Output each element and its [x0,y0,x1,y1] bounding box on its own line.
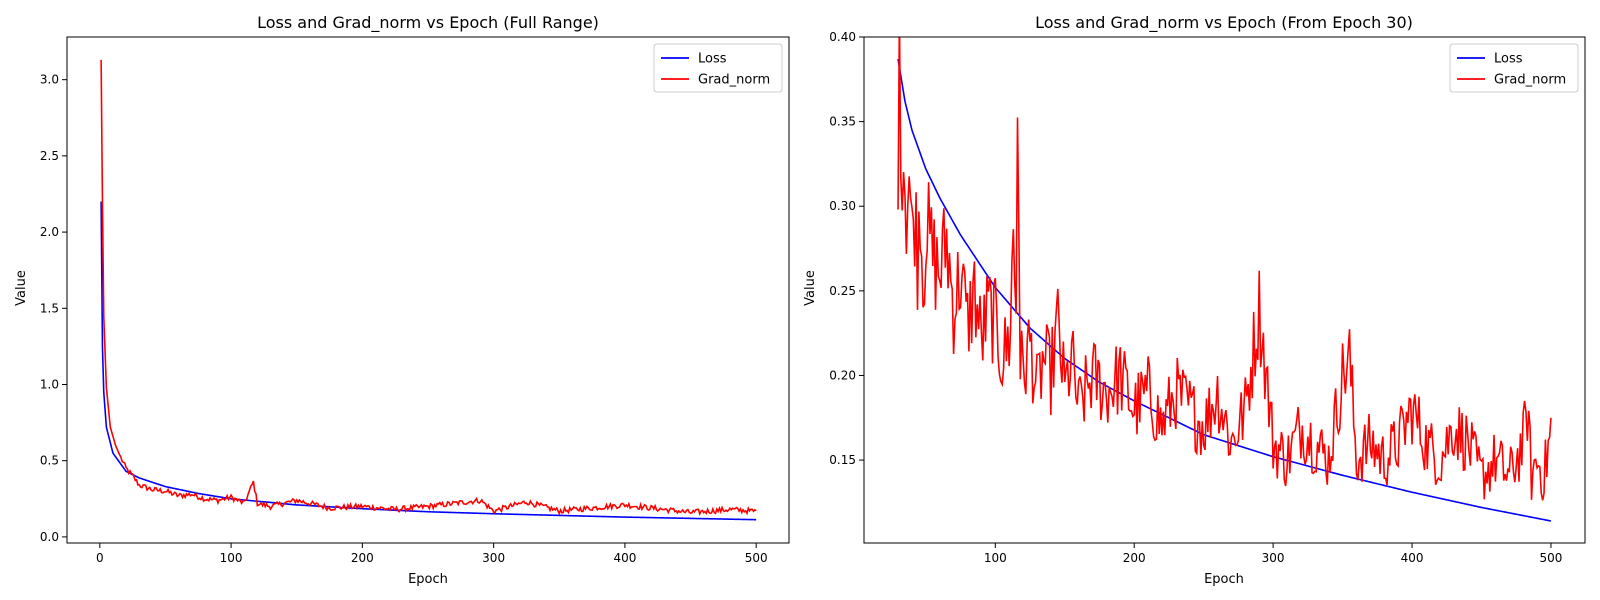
chart-from-epoch-30: Loss and Grad_norm vs Epoch (From Epoch … [803,13,1586,587]
x-tick-label: 300 [482,551,505,565]
series-line-grad-norm [100,59,757,517]
legend-label: Loss [698,52,727,67]
x-tick-label: 400 [613,551,636,565]
plot-frame [66,36,790,544]
y-tick-label: 0.0 [40,530,59,544]
plot-frame [863,36,1586,544]
legend: Loss Grad_norm [653,43,783,93]
x-tick-label: 500 [1540,551,1563,565]
legend-label: Loss [1494,52,1523,67]
y-tick-label: 1.5 [40,301,59,315]
y-tick-label: 2.5 [40,149,59,163]
y-tick-label: 0.25 [829,284,856,298]
x-axis-label: Epoch [1204,572,1244,587]
y-tick-label: 0.30 [829,199,856,213]
legend-label: Grad_norm [698,73,770,88]
y-axis-label: Value [14,270,29,306]
x-tick-label: 100 [220,551,243,565]
x-tick-label: 500 [745,551,768,565]
y-tick-label: 2.0 [40,225,59,239]
chart-full-range: Loss and Grad_norm vs Epoch (Full Range)… [14,13,790,587]
series-line-loss [897,58,1552,522]
x-tick-label: 300 [1262,551,1285,565]
x-tick-label: 400 [1401,551,1424,565]
series-line-grad-norm [897,37,1552,501]
x-tick-label: 200 [351,551,374,565]
chart-title: Loss and Grad_norm vs Epoch (Full Range) [257,13,599,33]
x-tick-label: 200 [1123,551,1146,565]
x-tick-label: 100 [984,551,1007,565]
y-tick-label: 0.20 [829,368,856,382]
series-line-loss [100,201,757,521]
y-tick-label: 0.15 [829,453,856,467]
y-axis-label: Value [803,270,818,306]
y-tick-label: 0.40 [829,30,856,44]
legend-label: Grad_norm [1494,73,1566,88]
y-tick-label: 1.0 [40,377,59,391]
x-tick-label: 0 [96,551,104,565]
chart-title: Loss and Grad_norm vs Epoch (From Epoch … [1035,13,1413,33]
y-tick-label: 3.0 [40,73,59,87]
x-axis-label: Epoch [408,572,448,587]
y-tick-label: 0.35 [829,115,856,129]
y-tick-label: 0.5 [40,454,59,468]
legend: Loss Grad_norm [1449,43,1579,93]
